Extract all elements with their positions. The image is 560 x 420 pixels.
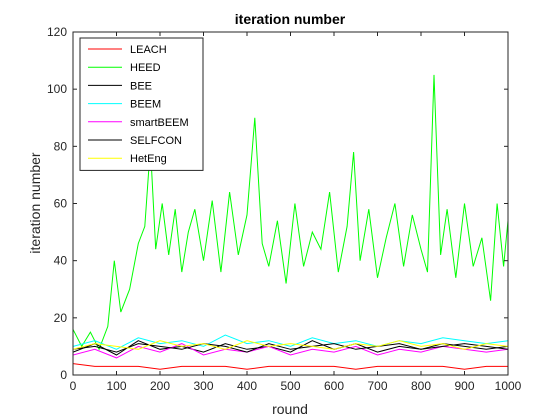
x-tick-label: 200 bbox=[150, 379, 170, 393]
legend-label: HEED bbox=[130, 62, 161, 74]
y-tick-label: 100 bbox=[47, 82, 67, 96]
x-tick-label: 600 bbox=[324, 379, 344, 393]
legend-label: smartBEEM bbox=[130, 117, 189, 129]
x-tick-label: 500 bbox=[280, 379, 300, 393]
y-axis-label: iteration number bbox=[27, 152, 43, 254]
x-axis-label: round bbox=[272, 401, 308, 417]
series-line-heed bbox=[73, 74, 508, 351]
x-tick-label: 900 bbox=[454, 379, 474, 393]
y-tick-label: 80 bbox=[54, 139, 68, 153]
y-tick-label: 120 bbox=[47, 25, 67, 39]
series-line-heteng bbox=[73, 340, 508, 350]
legend-label: BEEM bbox=[130, 99, 161, 111]
legend-label: LEACH bbox=[130, 44, 167, 56]
x-axis: 0 100 200 300 400 500 600 700 800 900 1000 bbox=[70, 32, 522, 393]
legend-label: BEE bbox=[130, 80, 152, 92]
legend-box bbox=[79, 37, 204, 171]
y-axis: 0 20 40 60 80 100 120 bbox=[47, 25, 508, 382]
series-line-selfcon bbox=[73, 343, 508, 353]
series-line-beem bbox=[73, 334, 508, 350]
chart-title: iteration number bbox=[235, 11, 346, 27]
x-tick-label: 0 bbox=[70, 379, 77, 393]
legend: LEACH HEED BEE BEEM smartBEEM SELFCON HetEng bbox=[79, 37, 204, 171]
y-tick-label: 0 bbox=[60, 368, 67, 382]
x-tick-label: 400 bbox=[237, 379, 257, 393]
legend-label: HetEng bbox=[130, 153, 167, 165]
x-tick-label: 100 bbox=[106, 379, 126, 393]
series-line-leach bbox=[73, 363, 508, 370]
y-tick-label: 20 bbox=[54, 311, 68, 325]
x-tick-label: 800 bbox=[411, 379, 431, 393]
series-layer bbox=[73, 74, 508, 370]
x-tick-label: 700 bbox=[367, 379, 387, 393]
legend-label: SELFCON bbox=[130, 135, 182, 147]
y-tick-label: 40 bbox=[54, 254, 68, 268]
series-line-smartbeem bbox=[73, 343, 508, 359]
series-line-bee bbox=[73, 340, 508, 356]
x-tick-label: 300 bbox=[193, 379, 213, 393]
y-tick-label: 60 bbox=[54, 197, 68, 211]
x-tick-label: 1000 bbox=[495, 379, 522, 393]
